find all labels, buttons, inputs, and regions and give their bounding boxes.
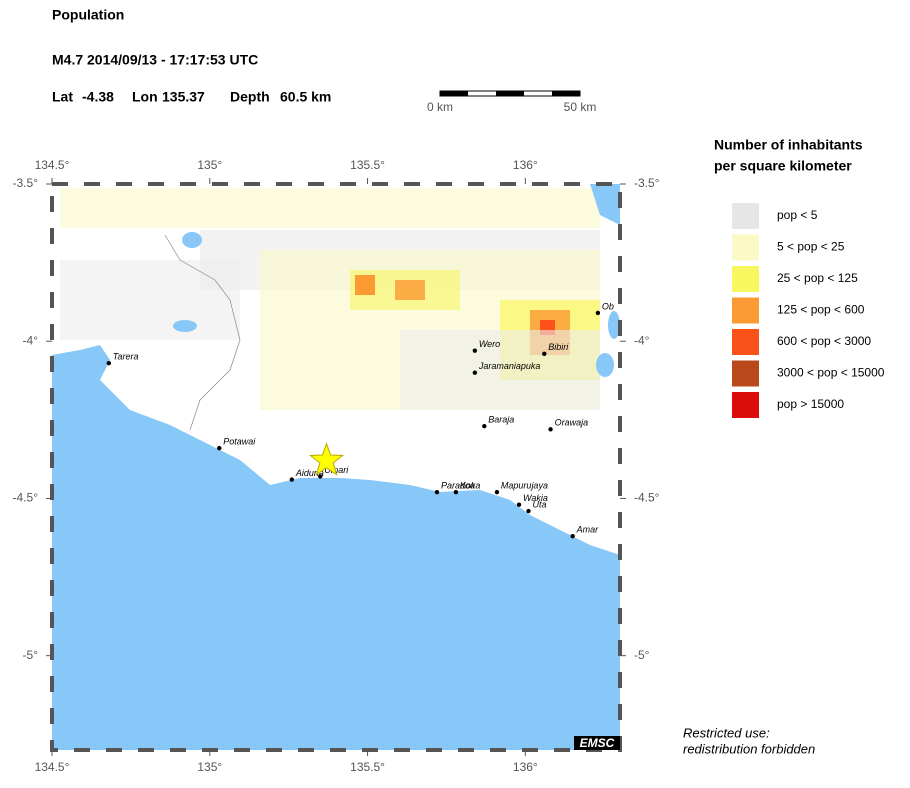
cities: Tarera Potawai Aiduna Umari Wero Bibiri Jarama… [106, 301, 614, 539]
scale-start: 0 km [427, 100, 453, 114]
city-label: Wakia [523, 493, 548, 503]
legend-label: 25 < pop < 125 [777, 271, 858, 285]
city-dot [434, 489, 440, 495]
city-label: Uta [532, 499, 546, 509]
city-dot [472, 348, 478, 353]
lat-label: -3.5° [13, 176, 39, 190]
lon-label: 135° [197, 760, 222, 774]
lon-label: 136° [513, 158, 538, 172]
city-dot [289, 477, 295, 482]
badge-box [574, 736, 620, 750]
city-dot [494, 489, 500, 495]
city-label: Bibiri [548, 342, 569, 352]
legend-label: 600 < pop < 3000 [777, 334, 871, 348]
lon-label: 134.5° [35, 158, 70, 172]
lat-label: -4.5° [634, 491, 660, 505]
legend-title: Number of inhabitants [714, 137, 863, 153]
city-label: Koka [460, 481, 481, 491]
city-label: Mapurujaya [501, 481, 548, 491]
city-dot [548, 427, 553, 432]
lon-label: 134.5° [35, 760, 70, 774]
city-label: Orawaja [555, 418, 589, 428]
lat-label: -4° [634, 333, 650, 347]
map [52, 184, 620, 750]
legend-label: pop < 5 [777, 208, 818, 222]
legend-swatch [732, 360, 759, 387]
legend-swatch [732, 266, 759, 292]
title: Population [52, 7, 124, 23]
city-label: Umari [324, 465, 349, 475]
lon-label: 135° [197, 158, 222, 172]
legend-swatch [732, 392, 759, 418]
city-dot [106, 361, 112, 366]
lon-label: 135.5° [350, 158, 385, 172]
lon-value: 135.37 [162, 89, 205, 105]
lon-label: 136° [513, 760, 538, 774]
legend-label: 125 < pop < 600 [777, 303, 865, 317]
lat-label: -5° [23, 648, 39, 662]
city-dot [595, 310, 601, 316]
lat-label: -3.5° [634, 176, 660, 190]
city-label: Wero [479, 339, 500, 349]
city-dot [526, 508, 531, 514]
sea-north [590, 184, 620, 225]
city-dot [542, 351, 547, 356]
legend-swatch [732, 234, 759, 261]
sea [52, 345, 620, 750]
city-dot [570, 533, 575, 539]
city-dot [516, 502, 522, 507]
legend-label: 5 < pop < 25 [777, 240, 845, 254]
legend-label: pop > 15000 [777, 397, 844, 411]
epicenter [309, 442, 345, 476]
city-label: Amar [576, 525, 600, 535]
city-dot [318, 474, 323, 479]
lat-value: -4.38 [82, 89, 114, 105]
lat-label: Lat [52, 89, 73, 105]
lat-label: -4.5° [13, 491, 39, 505]
footer: Restricted use: [683, 725, 770, 740]
city-dot [472, 370, 478, 375]
scale-end: 50 km [564, 100, 597, 114]
city-label: Jaramaniapuka [478, 361, 541, 371]
boundary [164, 234, 241, 431]
city-label: Ob [602, 301, 614, 311]
city-label: Baraja [488, 414, 514, 424]
city-dot [453, 489, 459, 495]
lake [596, 353, 614, 377]
depth-label: Depth [230, 89, 270, 105]
legend-label: 3000 < pop < 15000 [777, 366, 885, 380]
city-dot [217, 445, 222, 451]
scale-bar [439, 90, 581, 97]
legend-swatch [732, 297, 759, 324]
population-layer [60, 188, 600, 410]
lat-label: -5° [634, 648, 650, 662]
lake [173, 320, 197, 332]
lon-label: 135.5° [350, 760, 385, 774]
lake [182, 232, 202, 248]
lat-label: -4° [23, 333, 39, 347]
badge: EMSC [580, 736, 615, 750]
city-label: Aiduna [295, 468, 324, 478]
city-label: Tarera [113, 352, 139, 362]
legend-title: per square kilometer [714, 158, 852, 174]
depth-value: 60.5 km [280, 89, 331, 105]
legend-swatch [732, 329, 759, 355]
event: M4.7 2014/09/13 - 17:17:53 UTC [52, 52, 258, 68]
city-dot [482, 423, 487, 429]
map-frame [50, 182, 622, 752]
lake [608, 311, 620, 339]
city-label: Potawai [223, 437, 256, 447]
city-label: Paradoa [441, 481, 475, 491]
lon-label: Lon [132, 89, 158, 105]
legend-swatch [732, 203, 759, 229]
footer: redistribution forbidden [683, 741, 815, 756]
